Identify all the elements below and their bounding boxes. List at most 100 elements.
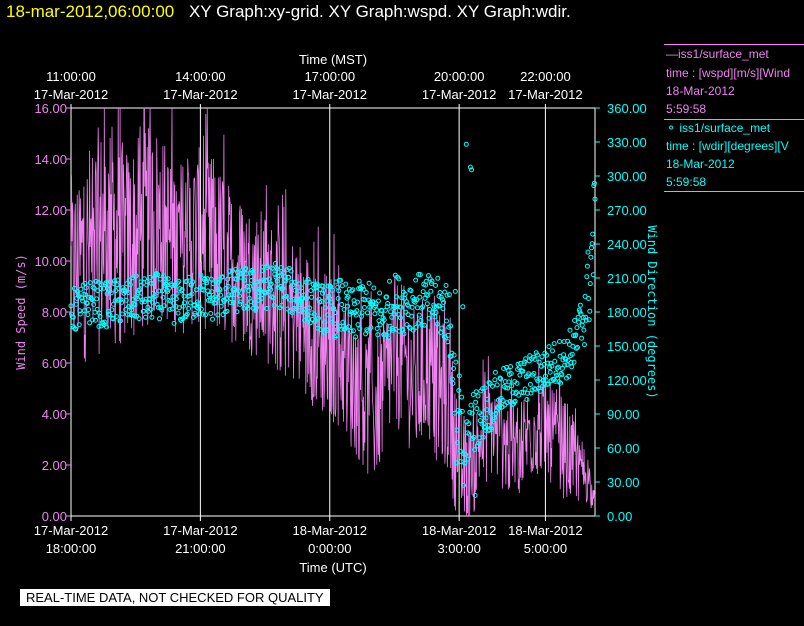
wind-direction-point	[374, 307, 380, 313]
wind-direction-point	[119, 299, 125, 305]
wind-direction-point	[154, 301, 160, 307]
wind-direction-point	[155, 272, 161, 278]
wind-direction-point	[182, 300, 187, 306]
wind-direction-point	[485, 422, 491, 428]
wind-direction-point	[459, 394, 465, 400]
wind-direction-point	[454, 427, 460, 433]
wind-direction-point	[470, 392, 476, 397]
wind-direction-point	[546, 344, 552, 350]
wind-direction-point	[451, 366, 456, 371]
wind-direction-point	[159, 288, 165, 294]
wind-direction-point	[471, 434, 477, 440]
x-top-tick-time: 17:00:00	[304, 69, 355, 84]
wind-direction-point	[472, 447, 477, 453]
wind-direction-point	[566, 373, 572, 379]
wind-direction-point	[483, 415, 489, 421]
wind-direction-point	[505, 367, 511, 373]
wind-direction-point	[575, 344, 580, 350]
wind-direction-point	[103, 280, 109, 286]
wind-direction-point	[428, 288, 434, 294]
wind-direction-point	[357, 326, 363, 332]
wind-direction-point	[90, 317, 95, 323]
wind-direction-point	[384, 294, 390, 300]
wind-direction-point	[236, 293, 242, 299]
wind-direction-point	[211, 295, 217, 301]
wind-direction-point	[270, 295, 276, 301]
wind-direction-point	[225, 283, 231, 289]
wind-direction-point	[579, 335, 585, 341]
wind-direction-point	[179, 287, 185, 293]
wind-direction-point	[402, 291, 408, 297]
wind-direction-point	[441, 334, 447, 340]
wind-direction-point	[330, 306, 336, 312]
wind-direction-point	[589, 241, 595, 247]
wind-direction-point	[382, 332, 388, 338]
wind-direction-point	[176, 305, 182, 311]
wind-direction-point	[163, 276, 169, 282]
wind-direction-point	[288, 268, 294, 274]
wind-direction-point	[215, 279, 221, 285]
wind-direction-point	[584, 263, 590, 269]
wind-direction-point	[137, 294, 143, 300]
y-right-tick-label: 150.00	[607, 339, 647, 354]
wind-direction-point	[440, 297, 445, 303]
wind-direction-point	[107, 312, 113, 318]
wind-direction-point	[154, 271, 160, 276]
wind-direction-point	[547, 369, 553, 375]
wind-direction-point	[554, 373, 560, 378]
wind-direction-point	[210, 316, 215, 322]
wind-direction-point	[229, 292, 235, 298]
y-left-tick-label: 14.00	[34, 152, 67, 167]
wind-direction-point	[318, 327, 324, 333]
wind-direction-point	[587, 308, 593, 314]
wind-direction-point	[164, 281, 169, 287]
wind-direction-point	[355, 299, 360, 305]
wind-direction-point	[242, 277, 247, 283]
wind-direction-point	[583, 314, 589, 320]
wind-direction-point	[586, 296, 592, 301]
legend-series2-time: 5:59:58	[666, 175, 707, 189]
wind-direction-point	[408, 288, 414, 294]
wind-direction-point	[484, 396, 490, 402]
quality-notice: REAL-TIME DATA, NOT CHECKED FOR QUALITY	[20, 589, 330, 606]
wind-direction-point	[569, 351, 575, 357]
wind-direction-point	[481, 425, 487, 431]
x-bottom-tick-date: 18-Mar-2012	[508, 523, 582, 538]
y-left-axis-label: Wind Speed (m/s)	[14, 254, 28, 370]
wind-direction-point	[331, 321, 337, 327]
wind-direction-point	[522, 386, 528, 392]
wind-direction-point	[271, 266, 277, 272]
wind-direction-point	[463, 452, 469, 458]
wind-direction-point	[207, 298, 213, 304]
wind-direction-point	[283, 278, 289, 284]
wind-direction-point	[579, 322, 585, 328]
legend-series1-date: 18-Mar-2012	[666, 84, 735, 98]
wind-direction-point	[549, 363, 555, 369]
wind-direction-point	[460, 482, 466, 488]
wind-direction-point	[553, 370, 559, 376]
wind-direction-point	[390, 327, 396, 333]
wind-direction-point	[506, 379, 512, 385]
wind-direction-point	[451, 352, 457, 358]
y-left-tick-label: 8.00	[42, 305, 67, 320]
wind-direction-point	[309, 294, 314, 300]
wind-direction-point	[334, 333, 339, 339]
wind-direction-point	[148, 281, 154, 286]
wind-direction-point	[278, 265, 284, 271]
wind-direction-point	[345, 294, 351, 300]
wind-direction-point	[386, 329, 392, 335]
wind-direction-point	[261, 277, 267, 283]
x-top-tick-time: 20:00:00	[434, 69, 485, 84]
wind-direction-point	[139, 299, 145, 305]
wind-direction-point	[442, 289, 448, 295]
wind-direction-point	[439, 325, 445, 331]
wind-direction-point	[540, 383, 546, 389]
wind-direction-point	[567, 327, 573, 333]
wind-direction-point	[214, 296, 220, 302]
wind-direction-point	[269, 294, 275, 300]
wind-direction-point	[253, 305, 259, 311]
wind-direction-point	[508, 364, 514, 370]
wind-direction-point	[559, 365, 565, 371]
wind-direction-point	[224, 296, 229, 302]
